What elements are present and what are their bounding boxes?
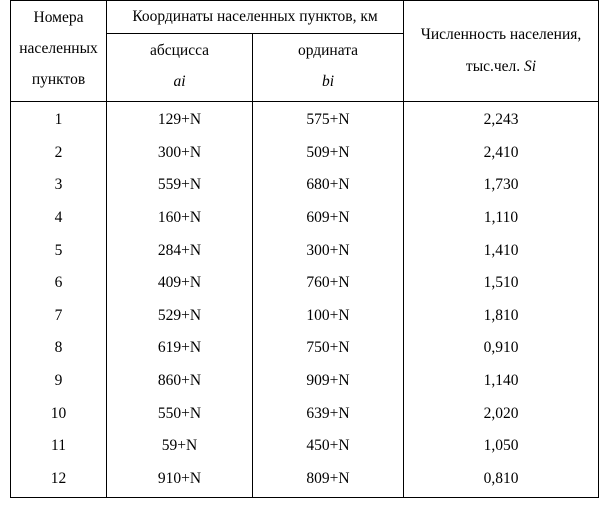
cell-abscissa: 910+N <box>106 462 253 499</box>
cell-population: 2,243 <box>403 100 600 137</box>
cell-ordinate: 575+N <box>251 100 405 137</box>
cell-population: 1,140 <box>403 364 600 398</box>
header-ordinate: ордината bi <box>251 33 405 102</box>
cell-abscissa: 59+N <box>106 429 253 463</box>
table-row: 8 619+N 750+N 0,910 <box>10 332 600 365</box>
cell-ordinate: 909+N <box>251 364 405 398</box>
cell-ordinate: 809+N <box>251 462 405 499</box>
header-population: Численность населения, тыс.чел. Si <box>403 0 600 102</box>
cell-population: 2,020 <box>403 397 600 430</box>
cell-abscissa: 409+N <box>106 266 253 300</box>
cell-abscissa: 129+N <box>106 100 253 137</box>
cell-number: 3 <box>10 169 107 202</box>
cell-population: 1,810 <box>403 299 600 333</box>
cell-ordinate: 680+N <box>251 169 405 202</box>
header-ordinate-symbol: bi <box>321 73 335 90</box>
cell-population: 1,110 <box>403 201 600 235</box>
cell-population: 2,410 <box>403 136 600 170</box>
cell-abscissa: 529+N <box>106 299 253 333</box>
cell-abscissa: 300+N <box>106 136 253 170</box>
header-number-line1: Номера <box>33 9 84 26</box>
table-row: 11 59+N 450+N 1,050 <box>10 429 600 463</box>
table-row: 7 529+N 100+N 1,810 <box>10 299 600 333</box>
table-row: 10 550+N 639+N 2,020 <box>10 397 600 430</box>
header-abscissa: абсцисса ai <box>106 33 253 102</box>
cell-ordinate: 639+N <box>251 397 405 430</box>
table-row: 3 559+N 680+N 1,730 <box>10 169 600 202</box>
table-row: 1 129+N 575+N 2,243 <box>10 100 600 137</box>
header-abscissa-label: абсцисса <box>149 42 210 59</box>
header-number-line2: населенных <box>19 40 98 57</box>
cell-population: 0,810 <box>403 462 600 499</box>
cell-ordinate: 450+N <box>251 429 405 463</box>
header-coordinates: Координаты населенных пунктов, км <box>105 0 405 34</box>
header-population-line2: тыс.чел. <box>465 58 521 75</box>
cell-number: 2 <box>10 136 107 170</box>
table-row: 6 409+N 760+N 1,510 <box>10 266 600 300</box>
cell-ordinate: 760+N <box>251 266 405 300</box>
table-row: 2 300+N 509+N 2,410 <box>10 136 600 170</box>
cell-number: 11 <box>10 429 107 463</box>
settlements-table: Номера населенных пунктов Координаты нас… <box>10 0 600 499</box>
cell-abscissa: 160+N <box>106 201 253 235</box>
cell-population: 1,050 <box>403 429 600 463</box>
cell-number: 8 <box>10 332 107 365</box>
cell-number: 7 <box>10 299 107 333</box>
header-abscissa-symbol: ai <box>173 73 186 90</box>
cell-ordinate: 300+N <box>251 234 405 267</box>
cell-abscissa: 284+N <box>106 234 253 267</box>
header-population-symbol: Si <box>524 58 537 75</box>
cell-abscissa: 550+N <box>106 397 253 430</box>
cell-population: 1,730 <box>403 169 600 202</box>
table-row: 4 160+N 609+N 1,110 <box>10 201 600 235</box>
header-settlement-number: Номера населенных пунктов <box>10 0 107 102</box>
header-ordinate-label: ордината <box>297 42 359 59</box>
cell-number: 10 <box>10 397 107 430</box>
cell-population: 0,910 <box>403 332 600 365</box>
header-population-line1: Численность населения, <box>420 26 582 43</box>
cell-abscissa: 559+N <box>106 169 253 202</box>
settlements-table-container: Номера населенных пунктов Координаты нас… <box>10 0 600 500</box>
cell-ordinate: 100+N <box>251 299 405 333</box>
cell-number: 12 <box>10 462 107 499</box>
cell-number: 1 <box>10 100 107 137</box>
table-row: 12 910+N 809+N 0,810 <box>10 462 600 499</box>
cell-population: 1,510 <box>403 266 600 300</box>
cell-ordinate: 750+N <box>251 332 405 365</box>
cell-abscissa: 619+N <box>106 332 253 365</box>
cell-number: 9 <box>10 364 107 398</box>
cell-number: 4 <box>10 201 107 235</box>
table-row: 9 860+N 909+N 1,140 <box>10 364 600 398</box>
cell-number: 5 <box>10 234 107 267</box>
cell-abscissa: 860+N <box>106 364 253 398</box>
cell-ordinate: 509+N <box>251 136 405 170</box>
header-number-line3: пунктов <box>31 71 86 88</box>
table-row: 5 284+N 300+N 1,410 <box>10 234 600 267</box>
cell-ordinate: 609+N <box>251 201 405 235</box>
cell-population: 1,410 <box>403 234 600 267</box>
cell-number: 6 <box>10 266 107 300</box>
